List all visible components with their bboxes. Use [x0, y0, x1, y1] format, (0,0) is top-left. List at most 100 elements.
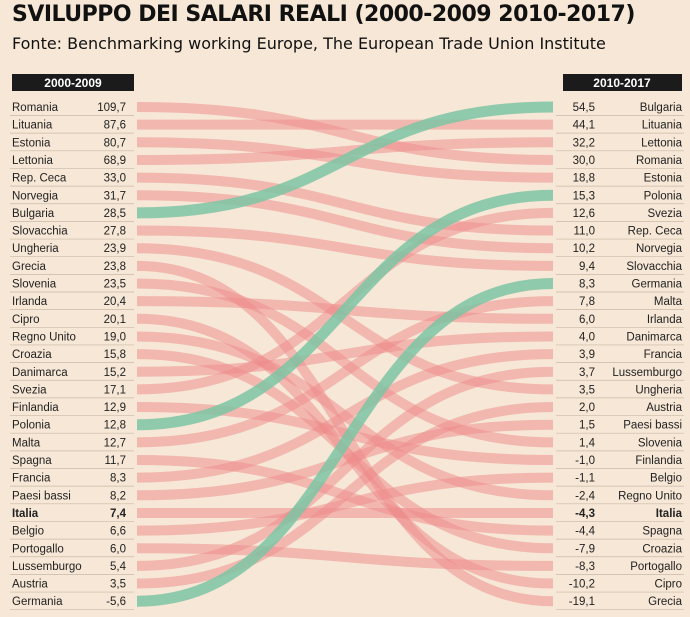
band-portogallo: [136, 543, 554, 571]
right-value-spagna: -4,4: [575, 526, 595, 538]
left-value-lituania: 87,6: [104, 120, 126, 132]
left-value-cipro: 20,1: [104, 314, 126, 326]
left-country-slovacchia: Slovacchia: [12, 226, 68, 238]
right-country-lussemburgo: Lussemburgo: [612, 367, 682, 379]
right-value-lussemburgo: 3,7: [579, 367, 595, 379]
right-value-bulgaria: 54,5: [573, 102, 595, 114]
left-country-regno-unito: Regno Unito: [12, 331, 76, 343]
band-lettonia: [136, 137, 554, 165]
band-bulgaria: [136, 101, 554, 219]
band-slovacchia: [136, 225, 554, 271]
left-value-grecia: 23,8: [104, 261, 126, 273]
right-value-estonia: 18,8: [573, 173, 595, 185]
right-country-rep-ceca: Rep. Ceca: [628, 226, 683, 238]
band-slovenia: [136, 278, 554, 448]
right-value-svezia: 12,6: [573, 208, 595, 220]
band-francia: [136, 349, 554, 483]
right-value-belgio: -1,1: [575, 473, 595, 485]
right-value-ungheria: 3,5: [579, 384, 595, 396]
left-value-regno-unito: 19,0: [104, 331, 126, 343]
right-value-portogallo: -8,3: [575, 561, 595, 573]
right-value-lituania: 44,1: [573, 120, 595, 132]
right-value-irlanda: 6,0: [579, 314, 595, 326]
band-rep-ceca: [136, 172, 554, 236]
left-country-francia: Francia: [12, 473, 51, 485]
right-country-cipro: Cipro: [655, 579, 682, 591]
left-country-estonia: Estonia: [12, 137, 51, 149]
right-value-finlandia: -1,0: [575, 455, 595, 467]
right-country-croazia: Croazia: [642, 543, 682, 555]
right-value-germania: 8,3: [579, 279, 595, 291]
left-country-ungheria: Ungheria: [12, 243, 59, 255]
band-paesi-bassi: [136, 419, 554, 501]
left-value-norvegia: 31,7: [104, 190, 126, 202]
left-country-irlanda: Irlanda: [12, 296, 48, 308]
left-value-polonia: 12,8: [104, 420, 126, 432]
left-value-slovacchia: 27,8: [104, 226, 126, 238]
left-country-svezia: Svezia: [12, 384, 47, 396]
right-header-box: [563, 74, 682, 91]
band-belgio: [136, 472, 554, 536]
left-country-belgio: Belgio: [12, 526, 44, 538]
right-value-regno-unito: -2,4: [575, 490, 595, 502]
left-value-finlandia: 12,9: [104, 402, 126, 414]
left-value-slovenia: 23,5: [104, 279, 126, 291]
left-country-austria: Austria: [12, 579, 48, 591]
left-country-cipro: Cipro: [12, 314, 39, 326]
left-value-malta: 12,7: [104, 437, 126, 449]
left-value-portogallo: 6,0: [110, 543, 126, 555]
band-norvegia: [136, 190, 554, 254]
left-value-lussemburgo: 5,4: [110, 561, 127, 573]
right-value-slovacchia: 9,4: [579, 261, 596, 273]
right-country-lituania: Lituania: [642, 120, 683, 132]
left-value-paesi-bassi: 8,2: [110, 490, 126, 502]
right-value-rep-ceca: 11,0: [573, 226, 595, 238]
band-danimarca: [136, 331, 554, 377]
left-country-rep-ceca: Rep. Ceca: [12, 173, 67, 185]
right-country-paesi-bassi: Paesi bassi: [623, 420, 682, 432]
left-value-francia: 8,3: [110, 473, 126, 485]
right-country-germania: Germania: [632, 279, 683, 291]
band-romania: [136, 102, 554, 165]
right-country-malta: Malta: [654, 296, 683, 308]
chart-title: SVILUPPO DEI SALARI REALI (2000-2009 201…: [12, 2, 635, 27]
left-value-italia: 7,4: [110, 508, 127, 520]
right-value-norvegia: 10,2: [573, 243, 595, 255]
left-value-romania: 109,7: [97, 102, 126, 114]
left-country-bulgaria: Bulgaria: [12, 208, 55, 220]
right-country-finlandia: Finlandia: [635, 455, 682, 467]
right-country-belgio: Belgio: [650, 473, 682, 485]
right-header-label: 2010-2017: [593, 76, 651, 90]
band-malta: [136, 296, 554, 448]
left-country-norvegia: Norvegia: [12, 190, 59, 202]
row-lines: [10, 115, 684, 611]
left-country-lituania: Lituania: [12, 120, 53, 132]
right-country-lettonia: Lettonia: [641, 137, 683, 149]
left-value-irlanda: 20,4: [104, 296, 127, 308]
right-value-italia: -4,3: [575, 508, 595, 520]
right-country-portogallo: Portogallo: [630, 561, 682, 573]
left-value-estonia: 80,7: [104, 137, 126, 149]
left-country-lussemburgo: Lussemburgo: [12, 561, 82, 573]
right-value-polonia: 15,3: [573, 190, 595, 202]
right-country-slovenia: Slovenia: [638, 437, 683, 449]
right-country-francia: Francia: [644, 349, 683, 361]
chart-subtitle: Fonte: Benchmarking working Europe, The …: [12, 34, 606, 53]
right-value-romania: 30,0: [573, 155, 595, 167]
right-country-polonia: Polonia: [644, 190, 683, 202]
band-austria: [136, 402, 554, 589]
left-header-box: [12, 74, 134, 91]
band-svezia: [136, 207, 554, 395]
right-country-slovacchia: Slovacchia: [626, 261, 682, 273]
right-value-lettonia: 32,2: [573, 137, 595, 149]
right-country-grecia: Grecia: [648, 596, 682, 608]
right-country-italia: Italia: [656, 508, 683, 520]
left-country-germania: Germania: [12, 596, 63, 608]
left-value-austria: 3,5: [110, 579, 126, 591]
left-country-finlandia: Finlandia: [12, 402, 59, 414]
left-country-danimarca: Danimarca: [12, 367, 68, 379]
right-country-svezia: Svezia: [647, 208, 682, 220]
right-value-danimarca: 4,0: [579, 331, 595, 343]
right-country-spagna: Spagna: [642, 526, 682, 538]
